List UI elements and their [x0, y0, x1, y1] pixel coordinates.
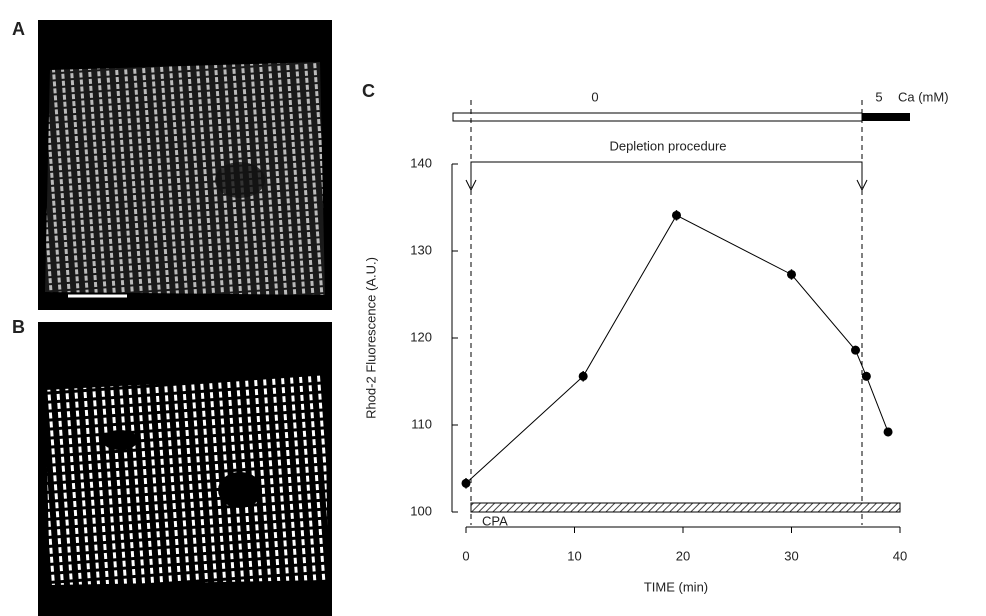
x-tick-label: 40 [893, 548, 907, 563]
point [578, 371, 588, 381]
y-tick-label: 120 [410, 329, 432, 344]
annotation: 5 [875, 89, 882, 104]
panel-label: B [12, 317, 25, 337]
micrograph-b [38, 322, 332, 616]
x-tick-label: 30 [784, 548, 798, 563]
ca-bar-zero [452, 112, 863, 122]
annotation: Ca (mM) [898, 89, 949, 104]
point [787, 269, 796, 279]
cpa-bar [470, 502, 901, 513]
point [851, 345, 861, 355]
x-tick-label: 20 [676, 548, 690, 563]
x-tick-label: 0 [462, 548, 469, 563]
x-tick-label: 10 [567, 548, 581, 563]
point [861, 371, 871, 381]
point [461, 478, 471, 488]
micrograph-a [38, 20, 332, 310]
y-tick-label: 100 [410, 503, 432, 518]
annotation: Depletion procedure [609, 138, 726, 153]
annotation: CPA [482, 513, 508, 528]
depletion-bracket [465, 161, 868, 192]
annotation: 0 [591, 89, 598, 104]
panel-label: A [12, 19, 25, 39]
point [883, 427, 893, 437]
series-line [465, 214, 889, 484]
chart-c: 0 5 Ca (mM) Depletion procedure CPA TIME… [363, 89, 948, 594]
point [671, 210, 681, 220]
y-tick-label: 140 [410, 155, 432, 170]
y-tick-label: 110 [411, 416, 432, 431]
panel-label: C [362, 81, 375, 101]
y-axis-title: Rhod-2 Fluorescence (A.U.) [363, 257, 378, 419]
y-tick-label: 130 [410, 242, 432, 257]
x-axis-title: TIME (min) [644, 579, 708, 594]
ca-bar-five [862, 113, 910, 121]
